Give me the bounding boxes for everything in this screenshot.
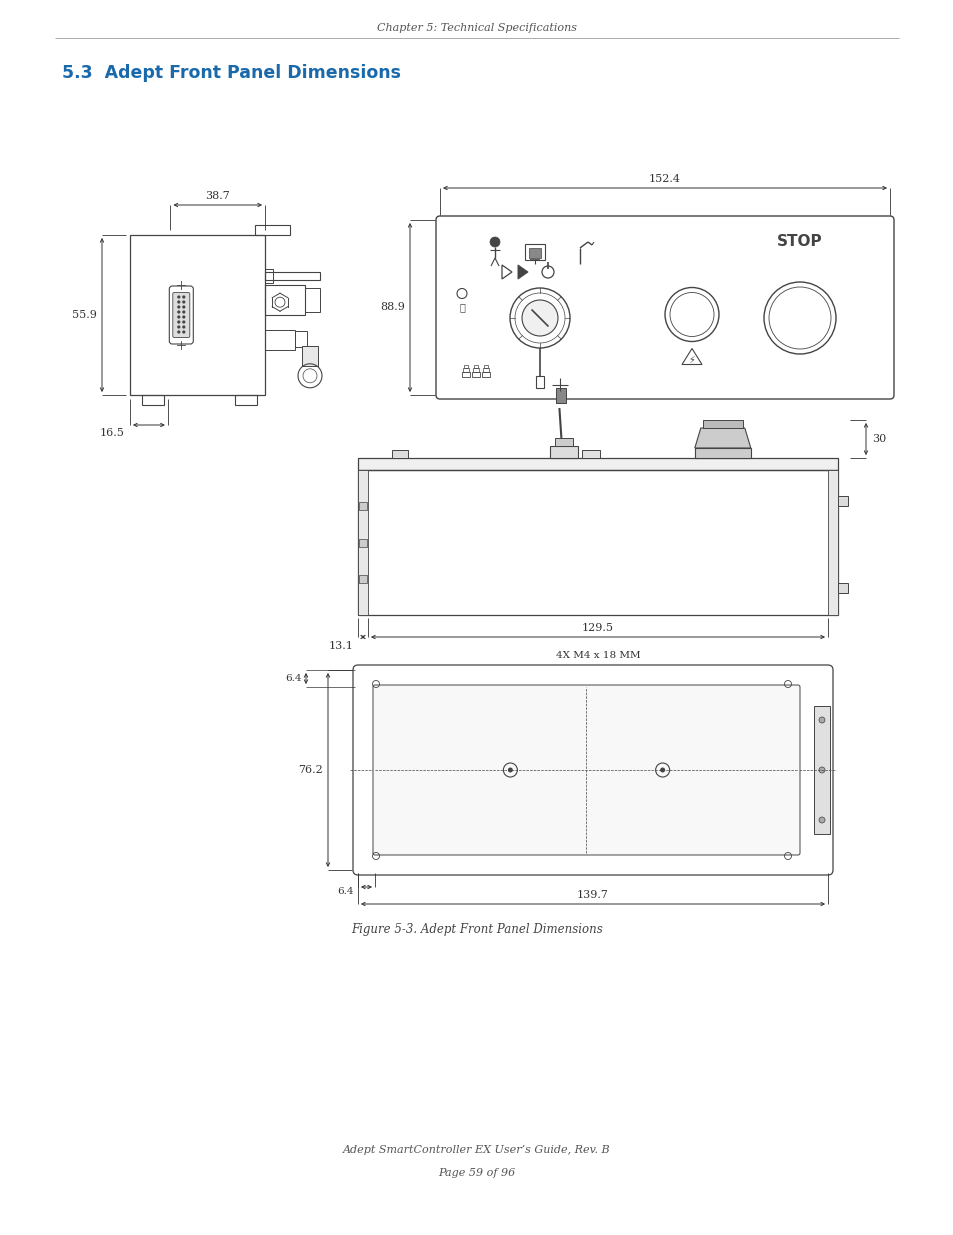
Text: 6.4: 6.4	[285, 674, 302, 683]
Text: 13.1: 13.1	[329, 641, 354, 651]
Circle shape	[818, 818, 824, 823]
Text: 76.2: 76.2	[298, 764, 323, 776]
Text: 4X M4 x 18 MM: 4X M4 x 18 MM	[555, 651, 639, 659]
Text: 152.4: 152.4	[648, 174, 680, 184]
FancyBboxPatch shape	[436, 216, 893, 399]
Circle shape	[177, 331, 179, 333]
Bar	[294, 331, 307, 347]
Text: 129.5: 129.5	[581, 622, 614, 634]
Text: Page 59 of 96: Page 59 of 96	[438, 1168, 515, 1178]
Bar	[473, 368, 478, 372]
Bar	[837, 496, 847, 506]
Circle shape	[183, 296, 185, 298]
Bar	[481, 372, 490, 377]
Bar	[472, 372, 479, 377]
Bar	[581, 450, 599, 458]
Circle shape	[183, 306, 185, 308]
Bar	[357, 471, 368, 615]
Bar	[463, 366, 468, 368]
Circle shape	[177, 296, 179, 298]
Bar	[265, 272, 319, 280]
Bar	[358, 503, 367, 510]
Circle shape	[177, 306, 179, 308]
Bar	[536, 375, 543, 388]
FancyBboxPatch shape	[172, 293, 190, 337]
Polygon shape	[694, 429, 750, 448]
Circle shape	[183, 316, 185, 317]
Bar	[142, 395, 164, 405]
Bar	[265, 269, 273, 283]
Circle shape	[177, 301, 179, 303]
Circle shape	[183, 311, 185, 312]
FancyBboxPatch shape	[373, 685, 800, 855]
Bar	[694, 448, 750, 458]
Bar	[391, 450, 407, 458]
Circle shape	[521, 300, 558, 336]
Bar	[265, 285, 305, 315]
Bar	[524, 245, 544, 261]
Text: 16.5: 16.5	[100, 429, 125, 438]
Bar	[827, 471, 837, 615]
Circle shape	[507, 767, 513, 773]
Bar	[556, 388, 566, 403]
Bar	[357, 471, 837, 615]
Bar	[234, 395, 256, 405]
Text: ⚡: ⚡	[688, 354, 695, 364]
Circle shape	[183, 326, 185, 329]
Bar	[254, 225, 290, 235]
Circle shape	[177, 321, 179, 322]
Bar	[462, 368, 469, 372]
Bar	[483, 366, 488, 368]
Text: Chapter 5: Technical Specifications: Chapter 5: Technical Specifications	[376, 23, 577, 33]
Circle shape	[177, 316, 179, 317]
Bar	[305, 288, 319, 312]
Circle shape	[183, 331, 185, 333]
Text: STOP: STOP	[777, 235, 821, 249]
Bar	[555, 438, 573, 446]
Bar	[474, 366, 477, 368]
Circle shape	[183, 321, 185, 322]
Bar	[358, 538, 367, 547]
Bar	[357, 458, 837, 471]
Bar	[358, 574, 367, 583]
Bar	[482, 368, 489, 372]
Text: 55.9: 55.9	[72, 310, 97, 320]
Circle shape	[490, 237, 499, 247]
Text: Adept SmartController EX User’s Guide, Rev. B: Adept SmartController EX User’s Guide, R…	[343, 1145, 610, 1155]
FancyBboxPatch shape	[169, 287, 193, 345]
FancyBboxPatch shape	[353, 664, 832, 876]
Circle shape	[818, 767, 824, 773]
Bar	[702, 420, 742, 429]
Circle shape	[177, 311, 179, 312]
Text: 5.3  Adept Front Panel Dimensions: 5.3 Adept Front Panel Dimensions	[62, 64, 400, 82]
Text: 88.9: 88.9	[379, 303, 405, 312]
Bar	[813, 706, 829, 834]
Bar	[302, 346, 317, 366]
Text: ⏻: ⏻	[458, 303, 464, 312]
Text: 38.7: 38.7	[205, 191, 230, 201]
Bar	[265, 330, 294, 351]
Bar	[461, 372, 470, 377]
Circle shape	[183, 301, 185, 303]
Text: 30: 30	[871, 433, 885, 445]
Bar	[529, 248, 540, 258]
Polygon shape	[517, 266, 527, 279]
Bar	[550, 446, 578, 458]
Circle shape	[177, 326, 179, 329]
Text: 139.7: 139.7	[577, 890, 608, 900]
Bar	[837, 583, 847, 593]
Text: 6.4: 6.4	[337, 888, 354, 897]
Circle shape	[659, 767, 664, 773]
Bar	[130, 235, 265, 395]
Text: Figure 5-3. Adept Front Panel Dimensions: Figure 5-3. Adept Front Panel Dimensions	[351, 924, 602, 936]
Circle shape	[818, 718, 824, 722]
